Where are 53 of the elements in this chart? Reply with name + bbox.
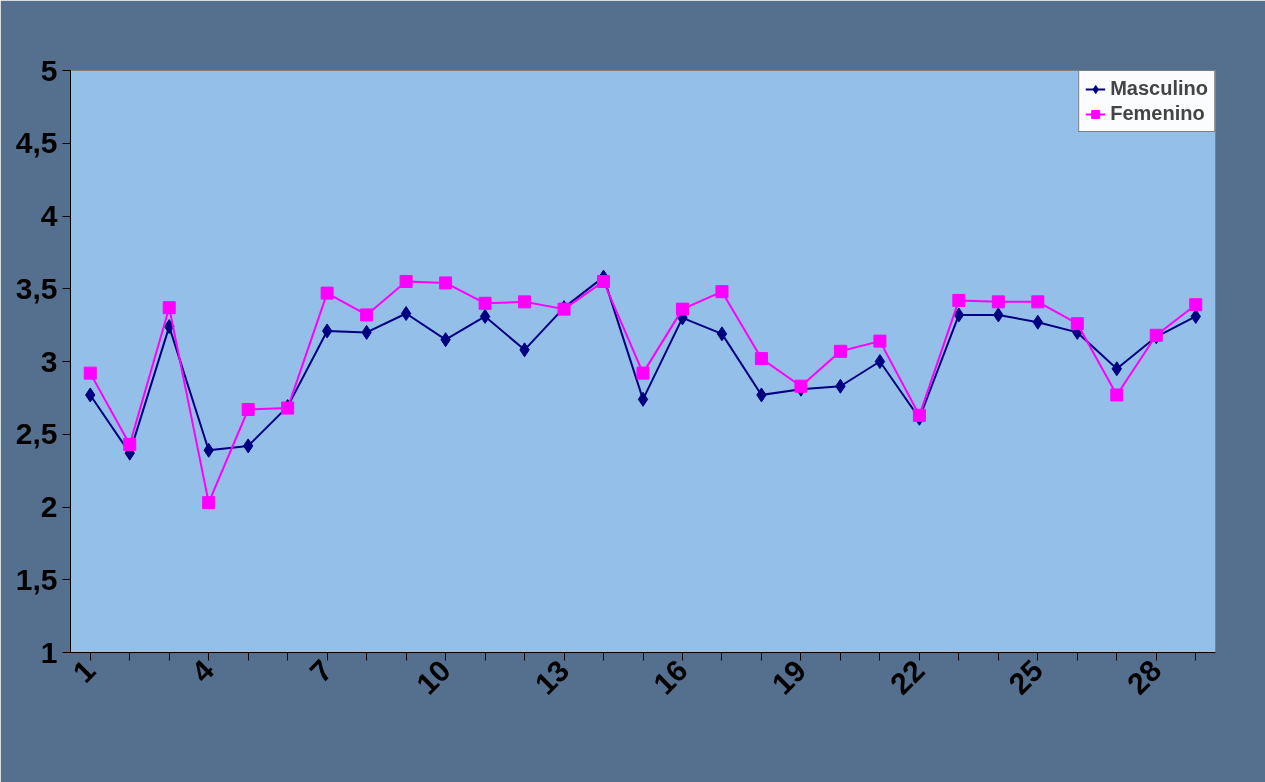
legend-label: Masculino (1110, 77, 1208, 100)
x-tick-label: 7 (303, 653, 339, 689)
point (1070, 317, 1084, 331)
y-tick-label: 3 (40, 344, 58, 378)
point (202, 496, 216, 510)
point (400, 305, 412, 321)
y-tick-label: 3,5 (15, 271, 58, 305)
x-tick-label: 13 (528, 653, 576, 701)
point (83, 366, 97, 380)
point (1189, 298, 1203, 312)
x-tick-label: 16 (646, 653, 694, 701)
point (716, 326, 728, 342)
legend-label: Femenino (1110, 102, 1205, 125)
y-tick-label: 2,5 (15, 417, 58, 451)
y-tick-label: 1,5 (15, 562, 58, 596)
point (833, 344, 847, 358)
point (479, 308, 491, 324)
point (637, 391, 649, 407)
point (399, 274, 413, 288)
y-tick-label: 5 (40, 53, 58, 87)
point (1031, 295, 1045, 309)
point (439, 276, 453, 290)
x-tick-label: 10 (409, 653, 457, 701)
point (874, 354, 886, 369)
x-tick-label: 4 (184, 653, 221, 689)
x-tick-label: 25 (1002, 653, 1050, 701)
point (123, 437, 137, 451)
point (162, 301, 176, 315)
x-tick-label: 28 (1120, 653, 1168, 701)
y-tick-label: 4,5 (15, 126, 58, 160)
point (321, 323, 333, 339)
x-tick-label: 1 (66, 653, 102, 689)
point (675, 302, 689, 316)
point (241, 403, 255, 417)
point (1110, 388, 1124, 402)
point (636, 366, 650, 380)
point (794, 379, 808, 393)
point (953, 307, 965, 323)
point (597, 274, 611, 288)
x-tick-label: 19 (765, 653, 813, 701)
point (715, 285, 729, 299)
point (991, 295, 1005, 309)
point (320, 286, 334, 300)
point (360, 308, 374, 322)
y-tick-label: 2 (40, 490, 58, 523)
point (518, 295, 532, 309)
point (952, 293, 966, 307)
point (754, 352, 768, 366)
point (912, 408, 926, 422)
point (478, 296, 492, 310)
x-tick-label: 22 (883, 653, 931, 701)
point (873, 334, 887, 348)
y-tick-label: 4 (40, 199, 58, 232)
